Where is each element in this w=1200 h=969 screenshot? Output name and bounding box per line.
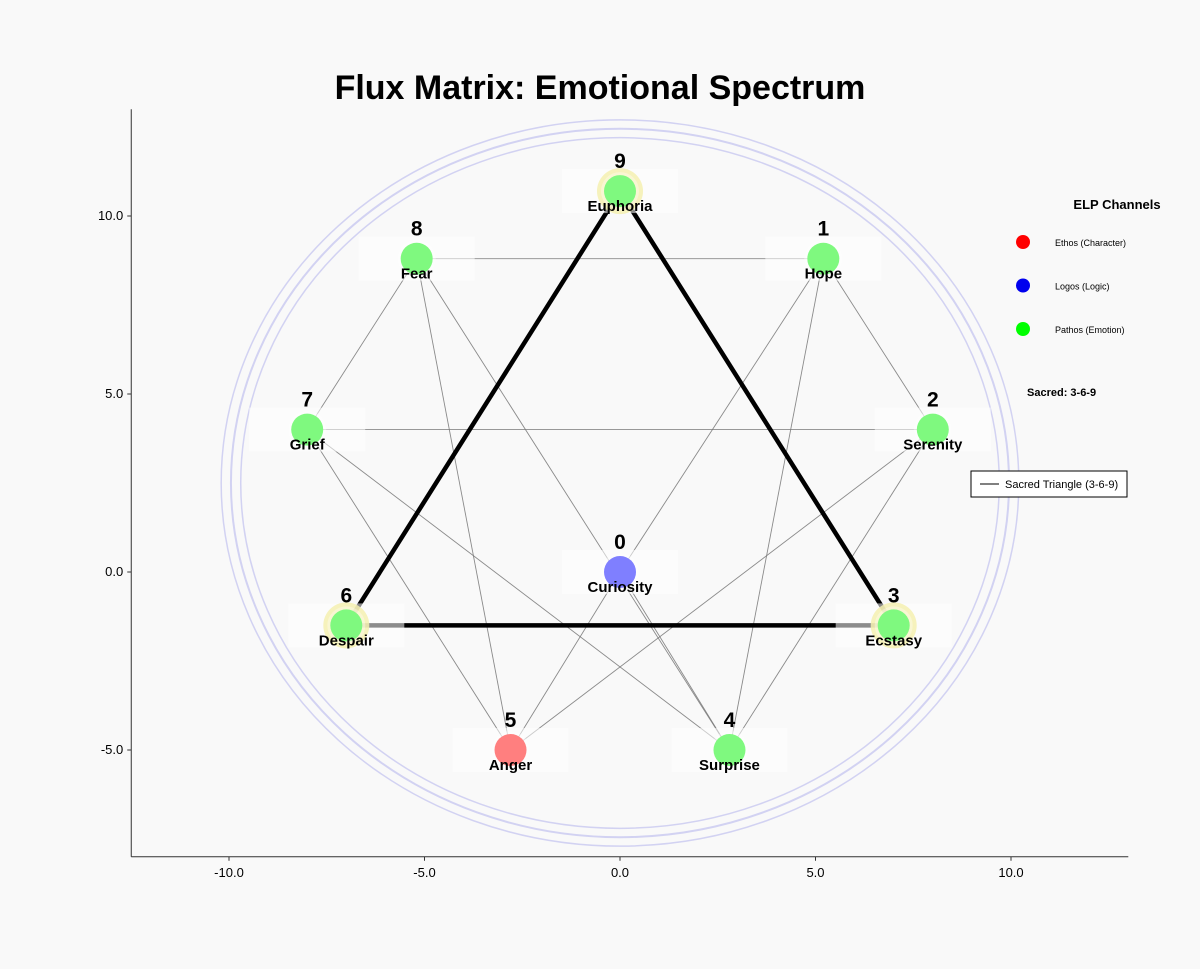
legend-swatch (1016, 322, 1030, 336)
elp-legend: ELP Channels Ethos (Character) Logos (Log… (970, 197, 1161, 498)
node-label: Ecstasy (865, 632, 922, 649)
legend-item-label: Ethos (Character) (1055, 238, 1126, 248)
y-tick-label: -5.0 (101, 742, 123, 757)
edge-line (306, 429, 511, 751)
node-marker (713, 734, 746, 766)
node-label: Anger (489, 757, 533, 774)
node-number: 4 (724, 709, 736, 732)
line-legend-label: Sacred Triangle (3-6-9) (1005, 479, 1118, 491)
node-number: 6 (340, 584, 352, 607)
node-marker (807, 242, 840, 275)
x-tick-label: 5.0 (806, 865, 824, 880)
node-marker (604, 175, 636, 208)
sacred-triangle-edge (617, 188, 896, 628)
node-number: 8 (411, 218, 423, 241)
x-tick-label: -10.0 (214, 865, 244, 880)
sacred-triangle (344, 188, 896, 628)
node-label: Fear (401, 266, 433, 283)
node-1: 1 Hope (765, 218, 882, 283)
edge-line (510, 429, 934, 751)
x-tick-label: -5.0 (413, 865, 435, 880)
y-tick-label: 0.0 (105, 564, 123, 579)
axes: -10.0 -5.0 0.0 5.0 10.0 -5.0 0.0 5.0 10.0 (98, 109, 1129, 880)
node-0: 0 Curiosity (562, 531, 678, 596)
edge-line (619, 571, 730, 751)
node-label: Curiosity (587, 579, 653, 596)
node-label: Despair (319, 632, 374, 649)
node-label: Surprise (699, 757, 760, 774)
y-tick-label: 5.0 (105, 386, 123, 401)
legend-swatch (1016, 235, 1030, 249)
node-label: Serenity (903, 437, 963, 454)
legend-title: ELP Channels (1073, 197, 1160, 212)
node-2: 2 Serenity (874, 389, 991, 454)
node-marker (330, 609, 363, 642)
node-marker (916, 413, 949, 446)
sacred-note: Sacred: 3-6-9 (1027, 387, 1096, 399)
legend-item-label: Logos (Logic) (1055, 282, 1110, 292)
node-marker (494, 734, 527, 766)
edge-line (510, 571, 621, 751)
node-marker (400, 242, 433, 275)
edge-line (306, 429, 730, 751)
node-number: 7 (301, 389, 313, 412)
node-marker (877, 609, 910, 642)
nodes: 0 Curiosity 1 Hope 2 Serenity 3 Ecstasy 4 Surpris… (249, 150, 991, 774)
node-7: 7 Grief (249, 389, 366, 454)
edge-line (619, 258, 824, 573)
chart-title: Flux Matrix: Emotional Spectrum (335, 69, 866, 107)
x-tick-label: 0.0 (611, 865, 629, 880)
edge-line (306, 258, 418, 430)
node-number: 5 (505, 709, 517, 732)
node-number: 9 (614, 150, 626, 173)
y-tick-label: 10.0 (98, 208, 123, 223)
x-tick-label: 10.0 (998, 865, 1023, 880)
sacred-triangle-legend: Sacred Triangle (3-6-9) (970, 470, 1128, 498)
node-label: Hope (805, 266, 843, 283)
node-number: 1 (817, 218, 829, 241)
edge-line (822, 258, 934, 430)
node-8: 8 Fear (358, 218, 475, 283)
edge-line (416, 258, 511, 751)
node-label: Euphoria (587, 198, 653, 215)
node-number: 3 (888, 584, 900, 607)
node-5: 5 Anger (452, 709, 569, 774)
edge-line (729, 429, 934, 751)
node-number: 2 (927, 389, 939, 412)
legend-items: Ethos (Character) Logos (Logic) Pathos (Em… (1016, 235, 1126, 336)
legend-item-label: Pathos (Emotion) (1055, 325, 1125, 335)
node-number: 0 (614, 531, 626, 554)
node-4: 4 Surprise (671, 709, 788, 774)
node-marker (604, 556, 636, 588)
node-marker (291, 413, 324, 446)
node-6: 6 Despair (288, 584, 405, 649)
legend-swatch (1016, 278, 1030, 293)
edge-line (416, 258, 730, 751)
edge-line (729, 258, 824, 751)
sacred-triangle-edge (344, 188, 623, 628)
edges (306, 258, 934, 751)
node-label: Grief (290, 437, 326, 454)
node-9: 9 Euphoria (562, 150, 678, 215)
node-3: 3 Ecstasy (835, 584, 952, 649)
